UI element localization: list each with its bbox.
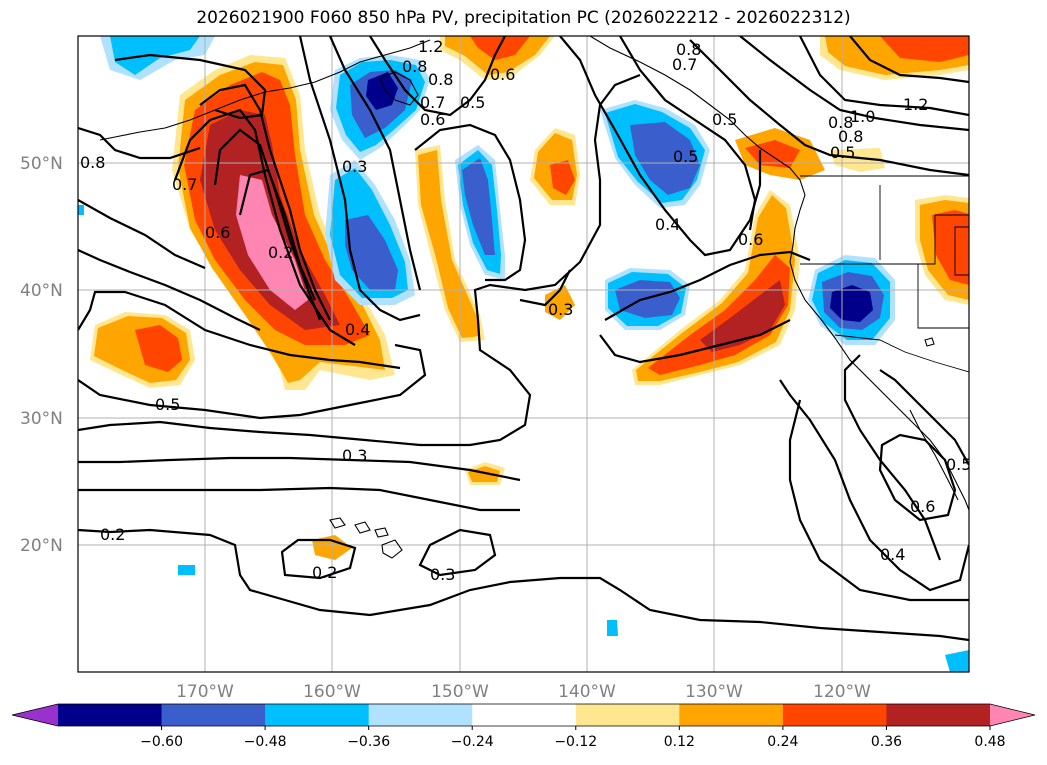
colorbar: −0.60 −0.48 −0.36 −0.24 −0.12 0.12 0.24 0.36 0.4…: [11, 703, 1036, 750]
contour-label: 0.6: [910, 497, 935, 516]
map-frame: [77, 35, 970, 673]
longitude-labels: 170°W 160°W 150°W 140°W 130°W 120°W: [176, 682, 871, 702]
contour-label: 0.3: [342, 157, 367, 176]
contour-label: 0.5: [673, 147, 698, 166]
colorbar-extend-min: [12, 704, 58, 726]
contour-label: 0.6: [205, 223, 230, 242]
map-title: 2026021900 F060 850 hPa PV, precipitatio…: [196, 8, 851, 28]
contour-label: 0.6: [420, 110, 445, 129]
colorbar-tick-label: 0.24: [767, 734, 798, 750]
colorbar-segment: [161, 704, 266, 726]
contour-label: 0.8: [676, 40, 701, 59]
colorbar-segment: [886, 704, 991, 726]
colorbar-segment: [575, 704, 680, 726]
lat-label-40: 40°N: [20, 281, 63, 301]
lat-label-30: 30°N: [20, 409, 63, 429]
contour-label: 1.2: [903, 95, 928, 114]
colorbar-tick-label: 0.36: [871, 734, 902, 750]
colorbar-segment: [58, 704, 163, 726]
colorbar-segment: [265, 704, 370, 726]
map-panel: 0.8 1.2 0.8 0.7 0.8 0.6 0.5 0.6 0.7 0.8 …: [78, 36, 971, 672]
contour-label: 1.0: [850, 107, 875, 126]
lon-label-140w: 140°W: [558, 682, 616, 702]
contour-label: 0.8: [838, 127, 863, 146]
pv-contours: [78, 36, 969, 642]
lon-label-150w: 150°W: [431, 682, 489, 702]
contour-label: 0.8: [402, 57, 427, 76]
contour-label: 0.8: [828, 113, 853, 132]
colorbar-segment: [782, 704, 887, 726]
contour-label: 0.3: [548, 300, 573, 319]
contour-label: 0.2: [100, 525, 125, 544]
graticule: [78, 36, 969, 672]
contour-label: 0.5: [830, 143, 855, 162]
contour-label: 0.7: [420, 93, 445, 112]
contour-label: 0.5: [946, 455, 971, 474]
lon-label-120w: 120°W: [813, 682, 871, 702]
colorbar-tick-label: 0.48: [974, 734, 1005, 750]
colorbar-tick-label: 0.12: [664, 734, 695, 750]
contour-label: 0.8: [80, 153, 105, 172]
colorbar-tick-label: −0.48: [244, 734, 287, 750]
lon-label-130w: 130°W: [685, 682, 743, 702]
lon-label-160w: 160°W: [303, 682, 361, 702]
contour-labels: 0.8 1.2 0.8 0.7 0.8 0.6 0.5 0.6 0.7 0.8 …: [80, 37, 971, 584]
contour-label: 0.4: [880, 545, 905, 564]
colorbar-tick-label: −0.12: [554, 734, 597, 750]
colorbar-extend-max: [990, 704, 1035, 726]
contour-label: 0.4: [655, 215, 680, 234]
colorbar-segment: [472, 704, 577, 726]
lat-label-20: 20°N: [20, 536, 63, 556]
contour-label: 0.6: [490, 65, 515, 84]
latitude-labels: 50°N 40°N 30°N 20°N: [20, 154, 63, 556]
contour-label: 0.3: [342, 446, 367, 465]
colorbar-segment: [679, 704, 784, 726]
contour-label: 0.5: [712, 110, 737, 129]
contour-label: 0.7: [672, 55, 697, 74]
colorbar-tick-label: −0.36: [347, 734, 390, 750]
contour-label: 0.3: [430, 565, 455, 584]
contour-label: 0.2: [312, 563, 337, 582]
contour-label: 0.4: [345, 320, 370, 339]
contour-label: 0.2: [268, 243, 293, 262]
contour-label: 0.5: [155, 395, 180, 414]
colorbar-tick-label: −0.24: [451, 734, 494, 750]
contour-label: 0.6: [738, 230, 763, 249]
contour-label: 0.5: [460, 93, 485, 112]
contour-label: 1.2: [418, 37, 443, 56]
lon-label-170w: 170°W: [176, 682, 234, 702]
contour-label: 0.7: [172, 175, 197, 194]
colorbar-tick-label: −0.60: [140, 734, 183, 750]
colorbar-segment: [368, 704, 473, 726]
lat-label-50: 50°N: [20, 154, 63, 174]
contour-label: 0.8: [428, 70, 453, 89]
precip-shading: [78, 36, 969, 672]
